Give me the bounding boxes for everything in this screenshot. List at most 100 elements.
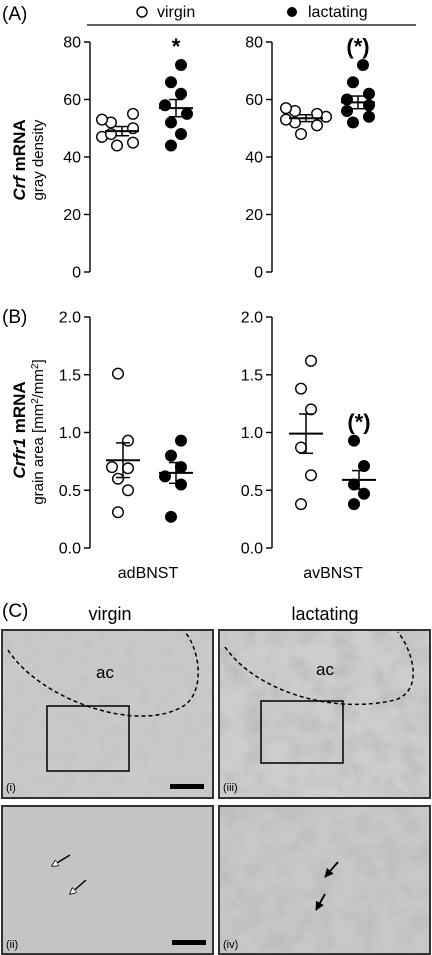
data-point-virgin — [295, 441, 308, 454]
panel-label-c: (C) — [2, 601, 28, 622]
data-point-lactating — [174, 434, 187, 447]
y-tick-label: 60 — [245, 92, 263, 109]
ac-outline-i — [7, 631, 199, 717]
data-point-virgin — [121, 434, 134, 447]
y-tick-label: 60 — [63, 92, 81, 109]
data-point-lactating — [358, 487, 371, 500]
data-point-virgin — [280, 113, 293, 126]
y-tick-label: 0.0 — [59, 541, 81, 558]
y-tick-label: 20 — [245, 207, 263, 224]
data-point-virgin — [110, 139, 123, 152]
y-tick-label: 0.5 — [241, 483, 263, 500]
y-tick-label: 80 — [63, 35, 81, 52]
micrograph-iv: (iv) — [218, 805, 431, 955]
zoom-box-iii — [260, 700, 344, 764]
y-tick-label: 2.0 — [241, 310, 263, 327]
y-tick-label: 20 — [63, 207, 81, 224]
y-tick-label: 40 — [245, 150, 263, 167]
roman-label-i: (i) — [6, 782, 16, 794]
legend-marker-virgin — [136, 6, 148, 18]
data-point-lactating — [164, 76, 177, 89]
y-tick-label: 0 — [254, 265, 263, 282]
x-label-avbnst: avBNST — [303, 565, 363, 582]
y-tick-label: 1.0 — [59, 425, 81, 442]
data-point-lactating — [174, 59, 187, 72]
micrograph-header-virgin: virgin — [88, 604, 131, 624]
roman-label-iii: (iii) — [223, 782, 238, 794]
legend: virgin lactating — [87, 4, 416, 26]
scale-bar-i — [170, 784, 204, 789]
data-point-lactating — [358, 459, 371, 472]
legend-marker-lactating — [287, 7, 297, 17]
data-point-lactating — [363, 87, 376, 100]
x-label-adbnst: adBNST — [118, 565, 179, 582]
data-point-virgin — [111, 506, 124, 519]
data-point-virgin — [126, 107, 139, 120]
y-tick-label: 0.0 — [241, 541, 263, 558]
data-point-lactating — [174, 478, 187, 491]
y-tick-label: 80 — [245, 35, 263, 52]
filled-arrow-1 — [324, 861, 339, 878]
chart-b-avbnst: 0.0 0.5 1.0 1.5 2.0 (*) — [241, 310, 376, 558]
chart-a-avbnst: 0 20 40 60 80 (*) — [245, 34, 376, 282]
open-arrow-2 — [70, 879, 87, 894]
open-arrow-1 — [52, 854, 71, 866]
data-point-lactating — [347, 76, 360, 89]
y-tick-label: 0.5 — [59, 483, 81, 500]
micrograph-ii: (ii) — [1, 805, 214, 955]
data-point-lactating — [174, 461, 187, 474]
panel-label-b: (B) — [2, 307, 27, 328]
significance-marker: * — [172, 34, 181, 59]
micrograph-iii: ac (iii) — [218, 629, 431, 799]
significance-marker: (*) — [347, 410, 370, 435]
data-point-virgin — [305, 469, 318, 482]
roman-label-iv: (iv) — [223, 939, 238, 951]
data-point-virgin — [311, 119, 324, 132]
scale-bar-ii — [172, 940, 206, 945]
chart-a-adbnst: 0 20 40 60 80 * — [63, 34, 193, 282]
y-tick-label: 1.0 — [241, 425, 263, 442]
data-point-lactating — [363, 110, 376, 123]
legend-label-virgin: virgin — [157, 4, 195, 21]
data-point-virgin — [280, 102, 293, 115]
ac-outline-iii — [224, 631, 414, 706]
data-point-virgin — [295, 382, 308, 395]
y-tick-label: 40 — [63, 150, 81, 167]
micrograph-i: ac (i) — [1, 629, 214, 799]
data-point-lactating — [164, 139, 177, 152]
ac-label-iii: ac — [316, 660, 334, 679]
zoom-box-i — [46, 705, 130, 772]
y-axis-subtitle-b: grain area [mm2/mm2] — [30, 359, 48, 504]
data-point-lactating — [348, 434, 361, 447]
data-point-lactating — [357, 59, 370, 72]
y-axis-title-b: Crfr1 mRNA — [10, 381, 29, 478]
data-point-virgin — [121, 462, 134, 475]
y-axis-subtitle-a: gray density — [30, 119, 47, 200]
data-point-virgin — [305, 354, 318, 367]
y-tick-label: 0 — [72, 265, 81, 282]
data-point-lactating — [164, 116, 177, 129]
data-point-lactating — [180, 107, 193, 120]
chart-b-adbnst: 0.0 0.5 1.0 1.5 2.0 — [59, 310, 193, 558]
data-point-virgin — [95, 113, 108, 126]
y-tick-label: 1.5 — [241, 367, 263, 384]
filled-arrow-2 — [315, 893, 326, 911]
data-point-virgin — [105, 461, 118, 474]
data-point-virgin — [111, 367, 124, 380]
panel-label-a: (A) — [2, 4, 27, 25]
ac-label-i: ac — [96, 663, 114, 682]
micrograph-header-lactating: lactating — [291, 604, 358, 624]
y-tick-label: 2.0 — [59, 310, 81, 327]
roman-label-ii: (ii) — [6, 939, 18, 951]
data-point-virgin — [295, 498, 308, 511]
data-point-virgin — [295, 127, 308, 140]
legend-label-lactating: lactating — [308, 4, 368, 21]
data-point-lactating — [341, 104, 354, 117]
data-point-virgin — [111, 472, 124, 485]
data-point-virgin — [126, 136, 139, 149]
data-point-lactating — [164, 510, 177, 523]
data-point-lactating — [348, 498, 361, 511]
significance-marker: (*) — [346, 34, 369, 59]
data-point-lactating — [164, 449, 177, 462]
